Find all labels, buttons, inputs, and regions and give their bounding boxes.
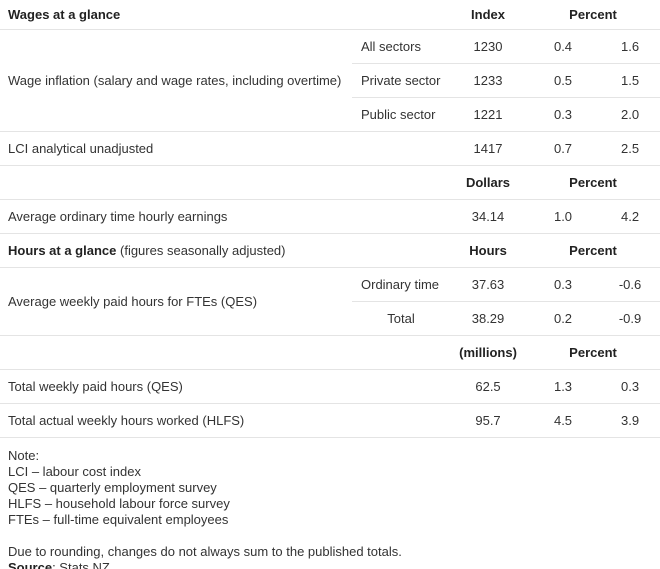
hours-type-label: Ordinary time	[352, 267, 451, 302]
note-line: HLFS – household labour force survey	[8, 496, 230, 511]
table-row: LCI analytical unadjusted 1417 0.7 2.5	[0, 131, 660, 166]
table-row: Private sector 1233 0.5 1.5	[0, 63, 660, 98]
hours-header-row: Hours at a glance (figures seasonally ad…	[0, 233, 660, 268]
millions-header-row: (millions) Percent	[0, 335, 660, 370]
fte-label: Average weekly paid hours for FTEs (QES)	[0, 267, 352, 336]
percent-annual: -0.6	[600, 267, 660, 302]
hours-title: Hours at a glance	[8, 243, 117, 258]
notes-heading: Note:	[8, 448, 40, 463]
wages-header-row: Wages at a glance Index Percent	[0, 0, 660, 30]
table-row: Public sector 1221 0.3 2.0	[0, 97, 660, 132]
note-line: LCI – labour cost index	[8, 464, 141, 479]
percent-annual: 3.9	[600, 403, 660, 438]
table-row: Wage inflation (salary and wage rates, i…	[0, 29, 660, 132]
table-row: Total weekly paid hours (QES) 62.5 1.3 0…	[0, 369, 660, 404]
table-row: Average weekly paid hours for FTEs (QES)…	[0, 267, 660, 336]
hours-value: 62.5	[450, 369, 527, 404]
index-value: 1221	[450, 97, 527, 132]
percent-annual: 2.0	[600, 97, 660, 132]
note-line: QES – quarterly employment survey	[8, 480, 217, 495]
col-percent: Percent	[569, 7, 617, 22]
percent-quarter: 0.4	[526, 29, 601, 64]
index-value: 1417	[450, 131, 527, 166]
col-dollars: Dollars	[465, 175, 511, 190]
percent-quarter: 4.5	[526, 403, 601, 438]
hours-title-note: (figures seasonally adjusted)	[120, 243, 286, 258]
sector-label: Public sector	[352, 97, 451, 132]
percent-annual: 1.6	[600, 29, 660, 64]
table-row: Total 38.29 0.2 -0.9	[0, 301, 660, 336]
rounding-note: Due to rounding, changes do not always s…	[8, 544, 402, 559]
paid-hours-label: Total weekly paid hours (QES)	[0, 369, 451, 404]
sector-label: Private sector	[352, 63, 451, 98]
percent-quarter: 0.2	[526, 301, 601, 336]
percent-quarter: 0.3	[526, 267, 601, 302]
index-value: 1233	[450, 63, 527, 98]
index-value: 1230	[450, 29, 527, 64]
col-hours: Hours	[469, 243, 507, 258]
worked-hours-label: Total actual weekly hours worked (HLFS)	[0, 403, 451, 438]
percent-quarter: 0.3	[526, 97, 601, 132]
sector-label: All sectors	[352, 29, 451, 64]
wages-title: Wages at a glance	[8, 7, 121, 22]
percent-quarter: 1.3	[526, 369, 601, 404]
col-index: Index	[471, 7, 505, 22]
notes: Note: LCI – labour cost index QES – quar…	[0, 438, 660, 569]
col-percent: Percent	[569, 345, 617, 360]
hours-type-label: Total	[352, 301, 451, 336]
spacer	[8, 528, 652, 544]
wage-inflation-label: Wage inflation (salary and wage rates, i…	[0, 29, 352, 132]
percent-annual: -0.9	[600, 301, 660, 336]
percent-annual: 2.5	[600, 131, 660, 166]
hours-value: 95.7	[450, 403, 527, 438]
note-line: FTEs – full-time equivalent employees	[8, 512, 229, 527]
dollars-value: 34.14	[450, 199, 527, 234]
percent-annual: 1.5	[600, 63, 660, 98]
percent-quarter: 1.0	[526, 199, 601, 234]
summary-table: Wages at a glance Index Percent Wage inf…	[0, 0, 660, 438]
source-line: Source: Stats NZ	[8, 560, 652, 569]
col-percent: Percent	[569, 243, 617, 258]
percent-annual: 0.3	[600, 369, 660, 404]
table-row: Average ordinary time hourly earnings 34…	[0, 199, 660, 234]
col-percent: Percent	[569, 175, 617, 190]
percent-annual: 4.2	[600, 199, 660, 234]
hours-value: 37.63	[450, 267, 527, 302]
table-row: Total actual weekly hours worked (HLFS) …	[0, 403, 660, 438]
earnings-label: Average ordinary time hourly earnings	[0, 199, 451, 234]
percent-quarter: 0.5	[526, 63, 601, 98]
source-label: Source	[8, 560, 53, 569]
percent-quarter: 0.7	[526, 131, 601, 166]
dollars-header-row: Dollars Percent	[0, 165, 660, 200]
lci-label: LCI analytical unadjusted	[0, 131, 451, 166]
source-value: : Stats NZ	[52, 560, 110, 569]
hours-value: 38.29	[450, 301, 527, 336]
col-millions: (millions)	[459, 345, 517, 360]
